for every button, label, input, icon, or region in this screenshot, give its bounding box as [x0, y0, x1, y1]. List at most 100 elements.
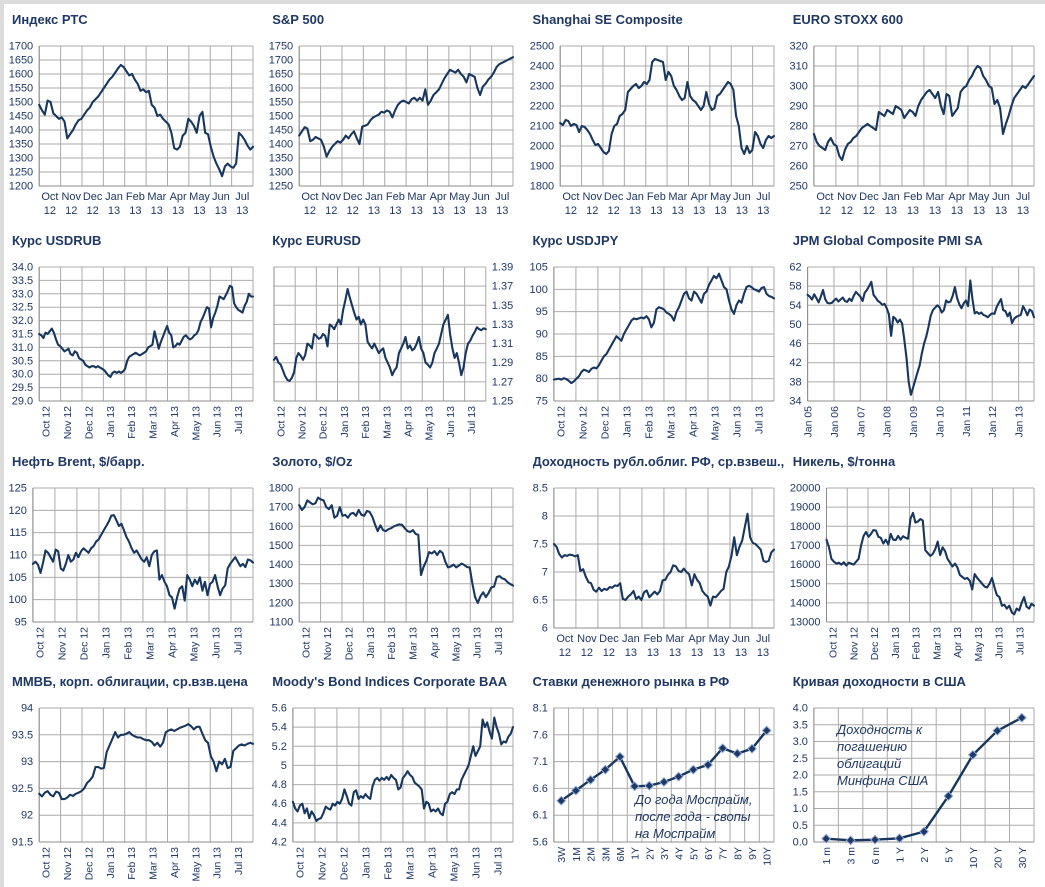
- svg-text:13: 13: [756, 647, 768, 659]
- svg-text:7: 7: [541, 566, 547, 578]
- chart-eurusd: Курс EURUSD 1.39 1.37 1.35 1.33 1.31 1.29 1.27…: [264, 224, 525, 446]
- svg-text:12: 12: [819, 205, 831, 217]
- svg-text:Jan 09: Jan 09: [908, 406, 920, 438]
- svg-text:1200: 1200: [269, 597, 293, 609]
- svg-text:33.5: 33.5: [12, 275, 33, 287]
- svg-text:1Y: 1Y: [629, 847, 641, 860]
- svg-text:Nov: Nov: [582, 191, 602, 203]
- svg-text:0.0: 0.0: [792, 837, 807, 849]
- svg-text:1.27: 1.27: [492, 376, 513, 388]
- chart-jpm-global-pmi: JPM Global Composite PMI SA 62 58 54 50 46 42…: [784, 224, 1045, 446]
- svg-text:1800: 1800: [269, 482, 293, 494]
- svg-text:Dec 12: Dec 12: [79, 626, 91, 659]
- svg-text:100: 100: [529, 284, 547, 296]
- svg-text:Dec 12: Dec 12: [83, 406, 95, 439]
- line-chart: 4.0 3.5 3.0 2.5 2.0 1.5 1.0 0.5 0.0 1 m 3 m 6 m 1 Y 2…: [792, 703, 1035, 869]
- svg-text:4.2: 4.2: [272, 837, 287, 849]
- svg-text:Jan 13: Jan 13: [101, 626, 113, 658]
- svg-text:13000: 13000: [790, 616, 821, 628]
- svg-text:Jan: Jan: [365, 191, 383, 203]
- svg-text:6M: 6M: [614, 847, 626, 862]
- svg-text:Jun 13: Jun 13: [445, 406, 457, 438]
- svg-text:1500: 1500: [269, 111, 293, 123]
- svg-text:Oct: Oct: [41, 191, 58, 203]
- svg-text:13: 13: [236, 205, 248, 217]
- svg-text:Jun 13: Jun 13: [211, 626, 223, 658]
- svg-text:Feb 13: Feb 13: [383, 847, 395, 880]
- svg-text:1750: 1750: [269, 41, 293, 53]
- svg-text:7Y: 7Y: [717, 847, 729, 860]
- svg-text:1.33: 1.33: [492, 319, 513, 331]
- svg-text:12: 12: [558, 647, 570, 659]
- svg-text:1700: 1700: [269, 55, 293, 67]
- svg-text:32.5: 32.5: [12, 301, 33, 313]
- svg-text:Jan: Jan: [626, 191, 644, 203]
- svg-text:105: 105: [9, 571, 27, 583]
- chart-title: Никель, $/тонна: [792, 453, 896, 469]
- svg-text:Oct 12: Oct 12: [41, 847, 53, 878]
- svg-text:38: 38: [789, 376, 801, 388]
- svg-text:5.6: 5.6: [532, 837, 547, 849]
- svg-text:Nov 12: Nov 12: [57, 626, 69, 659]
- svg-text:1300: 1300: [269, 578, 293, 590]
- svg-text:1250: 1250: [9, 167, 33, 179]
- svg-text:May: May: [710, 191, 731, 203]
- charts-grid: Индекс РТС 1700 1650 1600 1550 1500 1450 1400 1…: [4, 4, 1045, 887]
- svg-text:13: 13: [885, 205, 897, 217]
- svg-text:Jan 11: Jan 11: [961, 406, 973, 437]
- svg-text:13: 13: [193, 205, 205, 217]
- svg-text:13: 13: [151, 205, 163, 217]
- svg-text:Nov 12: Nov 12: [62, 406, 74, 439]
- svg-text:Apr 13: Apr 13: [167, 626, 179, 657]
- svg-text:Nov 12: Nov 12: [297, 406, 309, 439]
- svg-text:34.0: 34.0: [12, 261, 33, 273]
- svg-text:Mar 13: Mar 13: [665, 406, 677, 439]
- chart-title: Доходность рубл.облиг. РФ, ср.взвеш., %: [532, 453, 785, 469]
- svg-text:Oct: Oct: [556, 633, 573, 645]
- svg-text:погашению: погашению: [837, 739, 907, 754]
- svg-text:Apr 13: Apr 13: [429, 626, 441, 657]
- svg-text:13: 13: [671, 205, 683, 217]
- svg-text:Jan 13: Jan 13: [365, 626, 377, 658]
- svg-text:Доходность к: Доходность к: [835, 722, 923, 737]
- svg-text:Jul 13: Jul 13: [493, 626, 505, 654]
- svg-text:91.5: 91.5: [12, 837, 33, 849]
- svg-text:10 Y: 10 Y: [968, 847, 980, 868]
- svg-text:13: 13: [496, 205, 508, 217]
- svg-text:13: 13: [129, 205, 141, 217]
- svg-text:Jan: Jan: [882, 191, 900, 203]
- svg-text:13: 13: [646, 647, 658, 659]
- svg-text:13: 13: [690, 647, 702, 659]
- svg-text:Dec: Dec: [599, 633, 619, 645]
- svg-text:12: 12: [841, 205, 853, 217]
- svg-text:May 13: May 13: [189, 626, 201, 661]
- svg-text:May 13: May 13: [451, 626, 463, 661]
- svg-text:1400: 1400: [269, 559, 293, 571]
- svg-text:17000: 17000: [790, 539, 821, 551]
- svg-text:13: 13: [108, 205, 120, 217]
- chart-title: Курс USDRUB: [12, 232, 102, 248]
- svg-text:300: 300: [789, 81, 807, 93]
- chart-title: S&P 500: [272, 12, 325, 27]
- svg-text:12: 12: [65, 205, 77, 217]
- svg-text:13: 13: [624, 647, 636, 659]
- svg-text:19000: 19000: [790, 501, 821, 513]
- chart-title: JPM Global Composite PMI SA: [792, 232, 983, 248]
- svg-text:May: May: [449, 191, 470, 203]
- svg-text:270: 270: [789, 141, 807, 153]
- svg-text:Jul: Jul: [756, 191, 770, 203]
- svg-text:Jul: Jul: [235, 191, 249, 203]
- svg-text:2.5: 2.5: [792, 753, 807, 765]
- svg-text:4Y: 4Y: [673, 847, 685, 860]
- svg-text:12: 12: [564, 205, 576, 217]
- svg-text:Jan 13: Jan 13: [890, 626, 902, 658]
- svg-text:May: May: [968, 191, 989, 203]
- svg-text:Feb 13: Feb 13: [360, 406, 372, 439]
- svg-text:46: 46: [789, 338, 801, 350]
- line-chart: 1700 1650 1600 1550 1500 1450 1400 1350 1300 1250…: [9, 41, 255, 217]
- svg-text:1550: 1550: [269, 97, 293, 109]
- svg-text:13: 13: [734, 647, 746, 659]
- svg-text:Dec: Dec: [343, 191, 363, 203]
- svg-text:Feb 13: Feb 13: [126, 406, 138, 439]
- svg-text:Dec: Dec: [859, 191, 879, 203]
